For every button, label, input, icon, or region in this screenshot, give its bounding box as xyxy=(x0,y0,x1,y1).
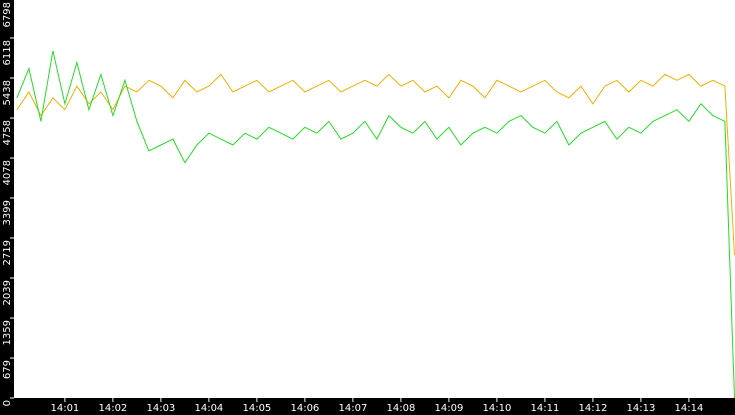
series-line xyxy=(16,73,735,256)
x-tick-label: 14:12 xyxy=(578,403,607,414)
x-tick-label: 14:01 xyxy=(50,403,79,414)
y-tick-label: 5438 xyxy=(2,80,13,105)
series-line xyxy=(16,50,735,399)
x-tick-label: 14:04 xyxy=(194,403,223,414)
x-tick-label: 14:14 xyxy=(675,403,704,414)
x-tick-label: 14:03 xyxy=(146,403,175,414)
x-tick-label: 14:11 xyxy=(530,403,559,414)
y-tick-label: 0 xyxy=(2,400,13,406)
x-tick-label: 14:02 xyxy=(98,403,127,414)
x-tick-label: 14:09 xyxy=(434,403,463,414)
y-tick-label: 6798 xyxy=(2,2,13,27)
y-tick-label: 3399 xyxy=(2,200,13,225)
y-tick-label: 679 xyxy=(2,360,13,379)
x-tick-label: 14:06 xyxy=(290,403,319,414)
y-tick-label: 6118 xyxy=(2,40,13,65)
y-tick-label: 2039 xyxy=(2,280,13,305)
x-tick-label: 14:05 xyxy=(242,403,271,414)
plot-area xyxy=(14,0,735,398)
x-tick-label: 14:07 xyxy=(338,403,367,414)
x-tick-label: 14:13 xyxy=(627,403,656,414)
y-tick-label: 4078 xyxy=(2,160,13,185)
x-tick-label: 14:08 xyxy=(386,403,415,414)
x-tick-label: 14:10 xyxy=(482,403,511,414)
y-tick-label: 2719 xyxy=(2,240,13,265)
y-tick-label: 4758 xyxy=(2,120,13,145)
y-tick-label: 1359 xyxy=(2,320,13,345)
